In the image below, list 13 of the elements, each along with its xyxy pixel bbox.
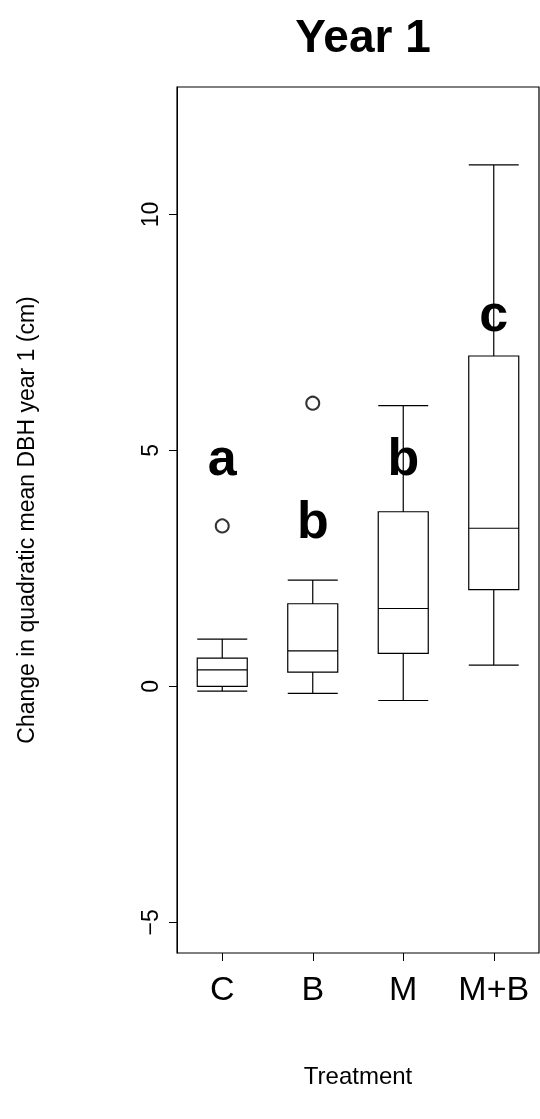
y-axis-title: Change in quadratic mean DBH year 1 (cm)	[12, 296, 39, 744]
x-tick-label: B	[301, 969, 325, 1007]
annotation: b	[296, 491, 329, 549]
x-axis-title: Treatment	[303, 1061, 413, 1089]
y-tick-label: 0	[136, 679, 163, 693]
chart-title: Year 1	[295, 10, 431, 62]
x-tick-label: M	[389, 969, 418, 1007]
y-tick-label: 5	[136, 443, 163, 457]
x-tick-label: C	[209, 969, 235, 1007]
x-tick-label: M+B	[458, 969, 530, 1007]
annotation: a	[207, 428, 238, 486]
y-tick-label: 10	[136, 201, 163, 228]
y-tick-label: −5	[136, 909, 163, 936]
